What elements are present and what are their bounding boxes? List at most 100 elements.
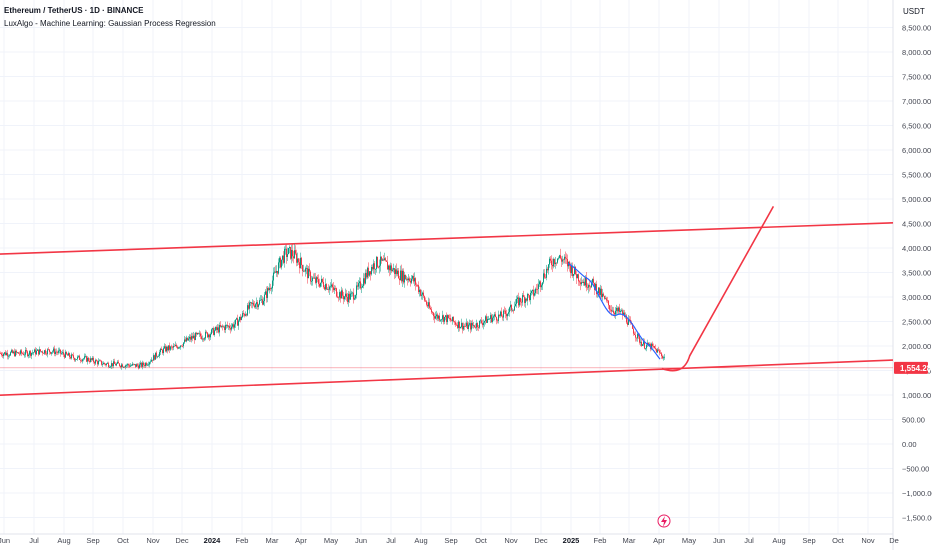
candle-body [506,313,507,317]
candle-body [6,352,7,356]
candle-body [262,299,263,305]
candle-body [223,326,224,328]
candle-body [541,285,542,288]
candle-body [230,328,231,330]
candle-body [533,289,534,296]
candle-body [189,336,190,339]
candle-body [501,311,502,317]
x-tick-label: Jun [713,536,725,545]
gpr-fit-line [567,262,661,360]
candle-body [74,358,75,361]
price-axis[interactable] [893,0,932,550]
candle-body [92,357,93,360]
candle-body [68,353,69,356]
candle-body [423,292,424,297]
candle-body [393,268,394,270]
candle-body [475,327,476,328]
candle-body [499,314,500,316]
candle-body [149,362,150,365]
candle-body [391,265,392,272]
candle-body [410,280,411,283]
candle-body [195,332,196,341]
candle-body [126,365,127,366]
price-unit-label[interactable]: USDT [903,7,925,16]
candle-body [10,352,11,356]
candle-body [258,304,259,308]
candle-body [399,278,400,281]
channel-lower-line [0,359,894,396]
candle-body [203,338,204,340]
candle-body [128,364,129,366]
candle-body [408,278,409,281]
y-tick-label: 4,000.00 [902,244,931,253]
current-price-tag[interactable] [894,361,928,374]
candle-body [483,322,484,326]
candle-body [591,282,592,288]
candle-body [188,338,189,341]
candle-body [471,322,472,330]
candle-body [114,361,115,364]
candle-body [269,288,270,291]
candle-body [362,285,363,288]
candle-body [593,278,594,283]
candle-body [287,254,288,257]
symbol-title[interactable]: Ethereum / TetherUS · 1D · BINANCE [4,6,144,15]
candle-body [318,279,319,284]
candle-body [459,321,460,329]
candle-body [360,281,361,289]
candle-body [70,357,71,359]
candle-body [264,294,265,302]
candle-body [90,358,91,362]
candle-body [120,365,121,368]
candle-body [567,259,568,267]
candle-body [361,287,362,289]
candle-body [424,296,425,301]
candle-body [67,354,68,356]
candle-body [152,359,153,361]
candle-body [113,361,114,367]
candle-body [663,357,664,359]
y-tick-label: 4,500.00 [902,220,931,229]
current-price-label: 1,554.28 [900,364,932,373]
x-tick-label: Oct [475,536,488,545]
y-tick-label: 6,000.00 [902,146,931,155]
candle-body [161,348,162,351]
candle-body [301,257,302,266]
candle-body [627,322,628,325]
x-tick-label: Sep [802,536,815,545]
candle-body [585,277,586,286]
candle-body [549,258,550,265]
candle-body [428,302,429,307]
candle-body [324,287,325,290]
candle-body [87,357,88,362]
candle-body [313,277,314,279]
candle-body [626,315,627,323]
candle-body [449,318,450,319]
candle-body [46,353,47,355]
candle-body [41,351,42,353]
candle-body [198,333,199,334]
candle-body [121,364,122,368]
candle-body [550,258,551,261]
candle-body [425,300,426,302]
candle-body [420,289,421,296]
candle-body [146,363,147,366]
candle-body [497,320,498,322]
candle-body [386,260,387,262]
candle-body [100,360,101,362]
indicator-label[interactable]: LuxAlgo - Machine Learning: Gaussian Pro… [4,19,216,28]
candle-body [401,270,402,282]
candle-body [448,315,449,319]
candle-body [65,351,66,358]
candle-body [144,365,145,367]
candle-body [598,287,599,294]
candle-body [91,358,92,360]
candle-body [168,345,169,351]
candle-body [151,359,152,362]
x-tick-label: De [889,536,899,545]
candle-body [308,268,309,279]
candle-body [476,323,477,328]
candle-body [520,297,521,302]
